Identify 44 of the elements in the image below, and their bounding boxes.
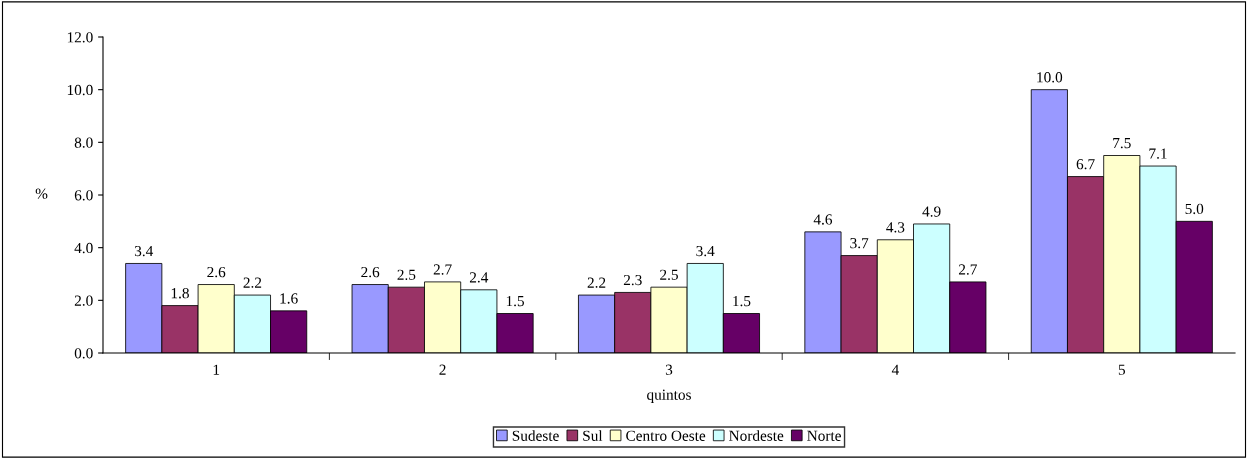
x-tick-label: 2	[439, 364, 446, 375]
data-label: 1.8	[171, 288, 189, 299]
y-tick-label: 6.0	[74, 190, 93, 201]
data-label: 2.3	[623, 274, 642, 286]
data-label: 4.9	[922, 206, 941, 217]
y-tick-label: 4.0	[74, 242, 93, 254]
data-label: 2.2	[587, 277, 606, 288]
data-label: 1.5	[733, 295, 751, 307]
x-tick-label: 5	[1118, 364, 1126, 375]
y-tick-label: 12.0	[67, 32, 93, 43]
x-tick-label: 3	[665, 364, 673, 375]
data-label: 1.6	[280, 293, 298, 304]
data-label: 3.4	[696, 245, 715, 257]
legend-label: Sudeste	[512, 430, 559, 441]
x-tick-label: 1	[213, 364, 220, 375]
legend-label: Nordeste	[729, 430, 784, 441]
data-label: 2.6	[361, 267, 380, 278]
x-tick-label: 4	[891, 364, 899, 375]
data-label: 4.6	[813, 214, 833, 225]
data-label: 3.4	[134, 245, 154, 257]
data-label: 5.0	[1185, 203, 1204, 215]
y-axis-title: %	[35, 188, 48, 199]
data-label: 1.5	[506, 295, 524, 307]
data-label: 2.5	[660, 269, 678, 280]
data-label: 4.3	[886, 222, 905, 233]
data-label: 2.4	[469, 272, 489, 283]
data-label: 2.2	[243, 277, 262, 288]
x-axis-title: quintos	[647, 389, 691, 403]
legend-label: Centro Oeste	[626, 430, 706, 441]
data-label: 10.0	[1037, 72, 1063, 83]
data-label: 2.5	[397, 269, 416, 280]
legend-label: Sul	[583, 430, 603, 441]
data-label: 2.6	[207, 267, 226, 278]
data-label: 7.1	[1149, 148, 1167, 159]
data-label: 2.7	[433, 264, 452, 275]
legend-label: Norte	[807, 430, 841, 441]
data-label: 6.7	[1076, 159, 1095, 170]
y-tick-label: 2.0	[74, 295, 93, 306]
data-label: 3.7	[850, 238, 869, 249]
y-tick-label: 10.0	[67, 84, 93, 96]
y-tick-label: 8.0	[74, 137, 93, 148]
data-label: 7.5	[1113, 138, 1131, 149]
data-label: 2.7	[958, 264, 977, 275]
y-tick-label: 0.0	[74, 348, 93, 359]
